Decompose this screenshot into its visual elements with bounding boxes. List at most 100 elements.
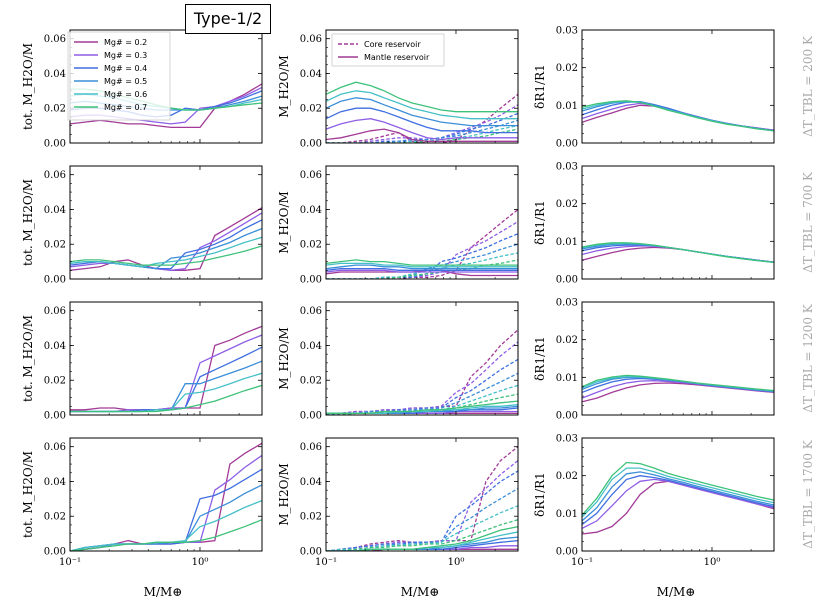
y-tick-label: 0.00 bbox=[44, 275, 66, 286]
panel-r0-c1: 0.00 0.02 0.04 0.06 M_H2O/M bbox=[277, 29, 519, 150]
y-tick-label: 0.00 bbox=[556, 139, 578, 150]
panel-lines bbox=[326, 81, 518, 143]
y-tick-label: 0.06 bbox=[300, 34, 322, 45]
y-tick-label: 0.00 bbox=[556, 547, 578, 558]
y-tick-label: 0.02 bbox=[556, 335, 578, 346]
y-tick-label: 0.00 bbox=[300, 275, 322, 286]
core-series-0.6 bbox=[326, 124, 518, 143]
core-series-0.2 bbox=[326, 446, 518, 551]
core-series-0.7 bbox=[326, 259, 518, 279]
x-tick-label: 10⁻¹ bbox=[315, 557, 337, 568]
mantle-series-0.3 bbox=[70, 454, 262, 551]
y-tick-label: 0.04 bbox=[300, 205, 322, 216]
mantle-series-0.4 bbox=[70, 346, 262, 413]
y-tick-label: 0.06 bbox=[300, 442, 322, 453]
y-tick-label: 0.02 bbox=[300, 376, 322, 387]
panel-lines bbox=[326, 446, 518, 551]
y-tick-label: 0.00 bbox=[300, 411, 322, 422]
y-tick-label: 0.00 bbox=[300, 547, 322, 558]
y-axis-label: tot. M_H2O/M bbox=[21, 451, 35, 538]
y-tick-label: 0.02 bbox=[300, 104, 322, 115]
panel-r3-c2: 0.00 0.01 0.02 0.03 10⁻¹ 10⁰ δR1/R1 ΔT_TBL = 17… bbox=[533, 434, 815, 569]
core-series-0.7 bbox=[326, 128, 518, 143]
y-tick-label: 0.00 bbox=[44, 411, 66, 422]
panel-r3-c1: 0.00 0.02 0.04 0.06 10⁻¹ 10⁰ M_H2O/M bbox=[277, 437, 519, 568]
mantle-series-0.3 bbox=[326, 118, 518, 141]
y-axis-label: M_H2O/M bbox=[277, 191, 291, 254]
y-axis-label: tot. M_H2O/M bbox=[21, 315, 35, 402]
panel-lines bbox=[582, 374, 774, 403]
mantle-series-0.2 bbox=[70, 442, 262, 551]
legend-mg-label: Mg# = 0.2 bbox=[104, 38, 147, 47]
mantle-series-0.2 bbox=[326, 128, 518, 142]
y-tick-label: 0.06 bbox=[44, 34, 66, 45]
mantle-series-0.5 bbox=[70, 360, 262, 413]
mantle-series-0.7 bbox=[70, 384, 262, 413]
panel-frame bbox=[325, 301, 519, 416]
core-series-0.3 bbox=[326, 341, 518, 415]
mantle-series-0.7 bbox=[582, 461, 774, 516]
y-tick-label: 0.01 bbox=[556, 373, 578, 384]
core-series-0.2 bbox=[326, 329, 518, 415]
panel-r1-c1: 0.00 0.02 0.04 0.06 M_H2O/M bbox=[277, 165, 519, 286]
mantle-series-0.3 bbox=[326, 269, 518, 273]
y-tick-label: 0.04 bbox=[44, 205, 66, 216]
legend-mg-frame bbox=[67, 31, 171, 121]
legend-res-frame bbox=[331, 33, 445, 67]
x-tick-label: 10⁻¹ bbox=[59, 557, 81, 568]
panel-lines bbox=[582, 242, 774, 264]
x-tick-label: 10⁰ bbox=[192, 557, 209, 568]
y-tick-label: 0.01 bbox=[556, 101, 578, 112]
mantle-series-0.5 bbox=[326, 97, 518, 127]
mantle-series-0.7 bbox=[582, 374, 774, 392]
mantle-series-0.3 bbox=[582, 478, 774, 529]
core-series-0.6 bbox=[326, 505, 518, 551]
core-series-0.5 bbox=[326, 372, 518, 415]
figure-title: Type-1/2 bbox=[185, 4, 271, 34]
y-tick-label: 0.04 bbox=[44, 477, 66, 488]
panel-lines bbox=[70, 325, 262, 413]
core-series-0.3 bbox=[326, 221, 518, 279]
mantle-series-0.6 bbox=[326, 90, 518, 120]
panel-frame bbox=[581, 301, 775, 416]
core-series-0.4 bbox=[326, 233, 518, 279]
y-axis-label: tot. M_H2O/M bbox=[21, 43, 35, 130]
mantle-series-0.6 bbox=[70, 372, 262, 413]
mantle-series-0.2 bbox=[582, 382, 774, 403]
y-tick-label: 0.00 bbox=[44, 139, 66, 150]
y-axis-label: δR1/R1 bbox=[533, 64, 547, 109]
mantle-series-0.7 bbox=[70, 245, 262, 266]
core-series-0.4 bbox=[326, 470, 518, 551]
panel-frame bbox=[69, 437, 263, 552]
y-axis-label: M_H2O/M bbox=[277, 55, 291, 118]
panel-lines bbox=[582, 461, 774, 535]
mantle-series-0.4 bbox=[326, 267, 518, 271]
y-tick-label: 0.03 bbox=[556, 434, 578, 445]
legend-mantle-label: Mantle reservoir bbox=[364, 53, 430, 62]
mantle-series-0.5 bbox=[582, 376, 774, 392]
y-tick-label: 0.02 bbox=[44, 240, 66, 251]
row-label: ΔT_TBL = 700 K bbox=[801, 171, 815, 273]
mantle-series-0.3 bbox=[70, 334, 262, 413]
panel-r1-c0: 0.00 0.02 0.04 0.06 tot. M_H2O/M bbox=[21, 165, 263, 286]
x-tick-label: 10⁻¹ bbox=[571, 557, 593, 568]
panel-lines bbox=[326, 329, 518, 415]
y-tick-label: 0.03 bbox=[556, 162, 578, 173]
y-tick-label: 0.06 bbox=[44, 306, 66, 317]
panel-frame bbox=[581, 437, 775, 552]
mantle-series-0.6 bbox=[70, 236, 262, 268]
y-tick-label: 0.04 bbox=[300, 477, 322, 488]
y-tick-label: 0.02 bbox=[300, 240, 322, 251]
x-axis-labels: M/M⊕ M/M⊕ M/M⊕ bbox=[144, 585, 696, 599]
y-tick-label: 0.02 bbox=[300, 512, 322, 523]
legend-mg-label: Mg# = 0.3 bbox=[104, 51, 147, 60]
panel-r0-c2: 0.00 0.01 0.02 0.03 δR1/R1 ΔT_TBL = 200 K bbox=[533, 26, 815, 150]
mantle-series-0.7 bbox=[582, 100, 774, 132]
y-axis-label: δR1/R1 bbox=[533, 472, 547, 517]
x-axis-label-col3: M/M⊕ bbox=[657, 585, 696, 599]
mantle-series-0.4 bbox=[70, 468, 262, 551]
core-series-0.3 bbox=[326, 104, 518, 143]
y-tick-label: 0.01 bbox=[556, 509, 578, 520]
mantle-series-0.7 bbox=[326, 81, 518, 113]
